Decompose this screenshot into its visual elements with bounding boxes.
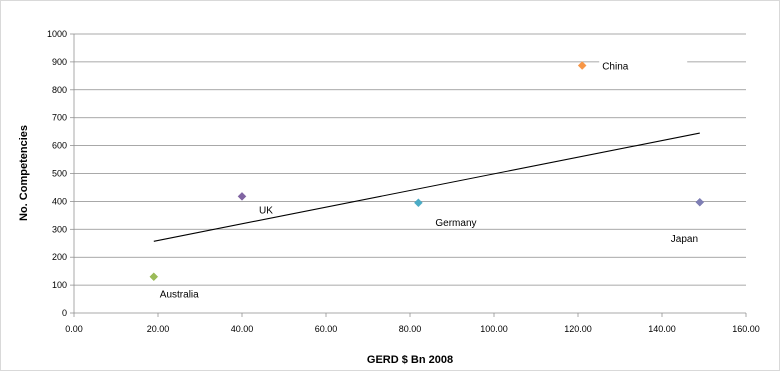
y-tick-label-4: 400 xyxy=(52,196,67,206)
x-tick-label-0: 0.00 xyxy=(65,324,83,334)
y-tick-label-3: 300 xyxy=(52,224,67,234)
point-label-japan: Japan xyxy=(671,234,698,245)
gridlines xyxy=(74,33,746,286)
y-tick-label-1: 100 xyxy=(52,280,67,290)
x-tick-label-4: 80.00 xyxy=(399,324,422,334)
x-tick-label-5: 100.00 xyxy=(480,324,508,334)
x-tick-label-1: 20.00 xyxy=(147,324,170,334)
point-label-uk: UK xyxy=(259,205,273,216)
point-label-china: China xyxy=(602,62,629,73)
trendline-group xyxy=(153,132,700,242)
y-tick-label-6: 600 xyxy=(52,141,67,151)
x-tick-label-6: 120.00 xyxy=(564,324,592,334)
axes xyxy=(70,33,747,317)
x-tick-label-3: 60.00 xyxy=(315,324,338,334)
point-label-germany: Germany xyxy=(435,218,476,229)
data-point-china xyxy=(577,61,587,70)
data-point-australia xyxy=(149,272,159,282)
x-tick-labels: 0.00 20.00 40.00 60.00 80.00 100.00 120.00 140.… xyxy=(65,324,760,334)
y-tick-label-10: 1000 xyxy=(47,29,67,39)
y-tick-label-5: 500 xyxy=(52,169,67,179)
china-label-background xyxy=(599,58,688,65)
x-tick-label-8: 160.00 xyxy=(732,324,760,334)
y-tick-label-0: 0 xyxy=(62,308,67,318)
y-tick-label-8: 800 xyxy=(52,85,67,95)
trendline xyxy=(153,132,700,242)
y-axis-title: No. Competencies xyxy=(18,125,30,221)
data-point-uk xyxy=(237,192,247,201)
data-point-germany xyxy=(414,198,423,208)
x-axis-title: GERD $ Bn 2008 xyxy=(367,354,453,366)
data-point-japan xyxy=(695,197,705,207)
y-tick-label-7: 700 xyxy=(52,113,67,123)
x-tick-label-7: 140.00 xyxy=(648,324,676,334)
y-tick-label-2: 200 xyxy=(52,252,67,262)
x-tick-label-2: 40.00 xyxy=(231,324,254,334)
y-tick-label-9: 900 xyxy=(52,57,67,67)
data-points xyxy=(149,61,705,282)
point-labels: Australia UK Germany China Japan xyxy=(160,62,698,301)
point-label-australia: Australia xyxy=(160,290,199,301)
y-tick-labels: 0 100 200 300 400 500 600 700 800 900 1000 xyxy=(47,29,67,318)
